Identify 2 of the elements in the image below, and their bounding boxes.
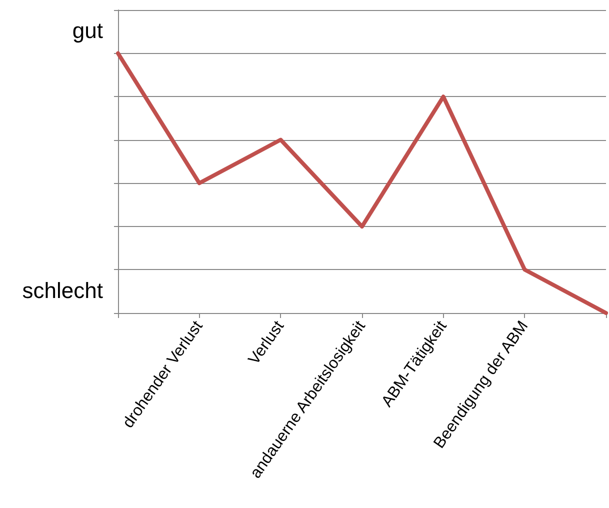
text: gut — [72, 18, 103, 44]
text: schlecht — [22, 278, 103, 303]
